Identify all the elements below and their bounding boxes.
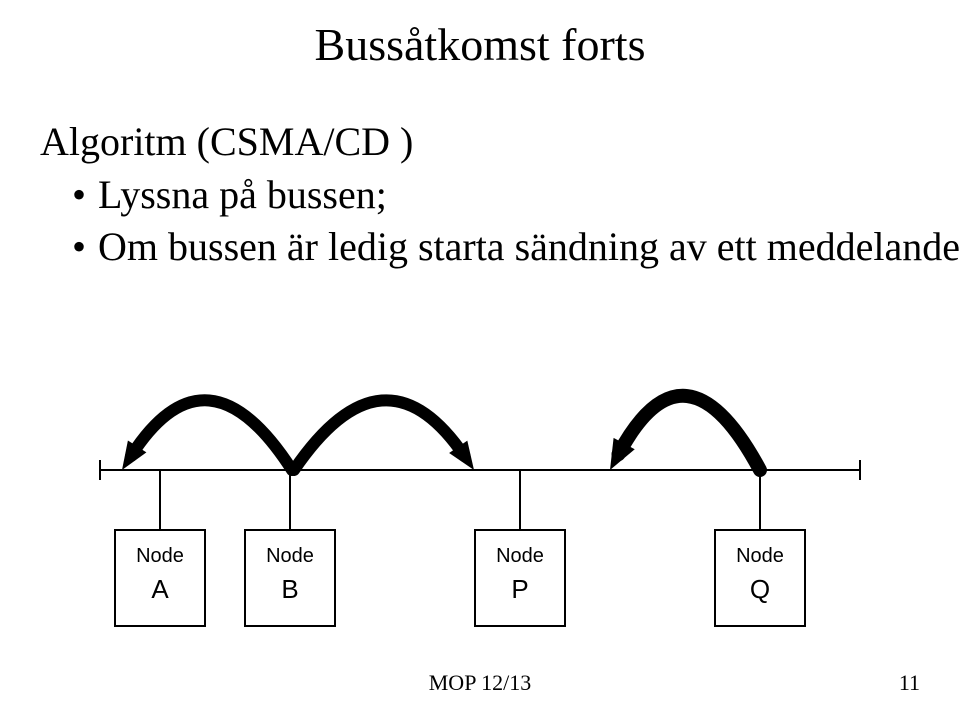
- svg-text:Node: Node: [496, 545, 544, 567]
- svg-text:Node: Node: [736, 545, 784, 567]
- svg-text:Q: Q: [750, 574, 770, 604]
- svg-text:A: A: [151, 574, 169, 604]
- svg-text:B: B: [281, 574, 298, 604]
- bullet-list: Lyssna på bussen; Om bussen är ledig sta…: [72, 170, 960, 274]
- bullet-item: Om bussen är ledig starta sändning av et…: [72, 222, 960, 272]
- svg-text:P: P: [511, 574, 528, 604]
- footer-page-number: 11: [899, 670, 920, 696]
- subtitle: Algoritm (CSMA/CD ): [40, 118, 413, 165]
- svg-text:Node: Node: [266, 545, 314, 567]
- svg-text:Node: Node: [136, 545, 184, 567]
- footer-center: MOP 12/13: [0, 670, 960, 696]
- bullet-item: Lyssna på bussen;: [72, 170, 960, 220]
- bus-diagram: Node A Node B Node P Node Q: [60, 360, 900, 640]
- page-title: Bussåtkomst forts: [0, 18, 960, 71]
